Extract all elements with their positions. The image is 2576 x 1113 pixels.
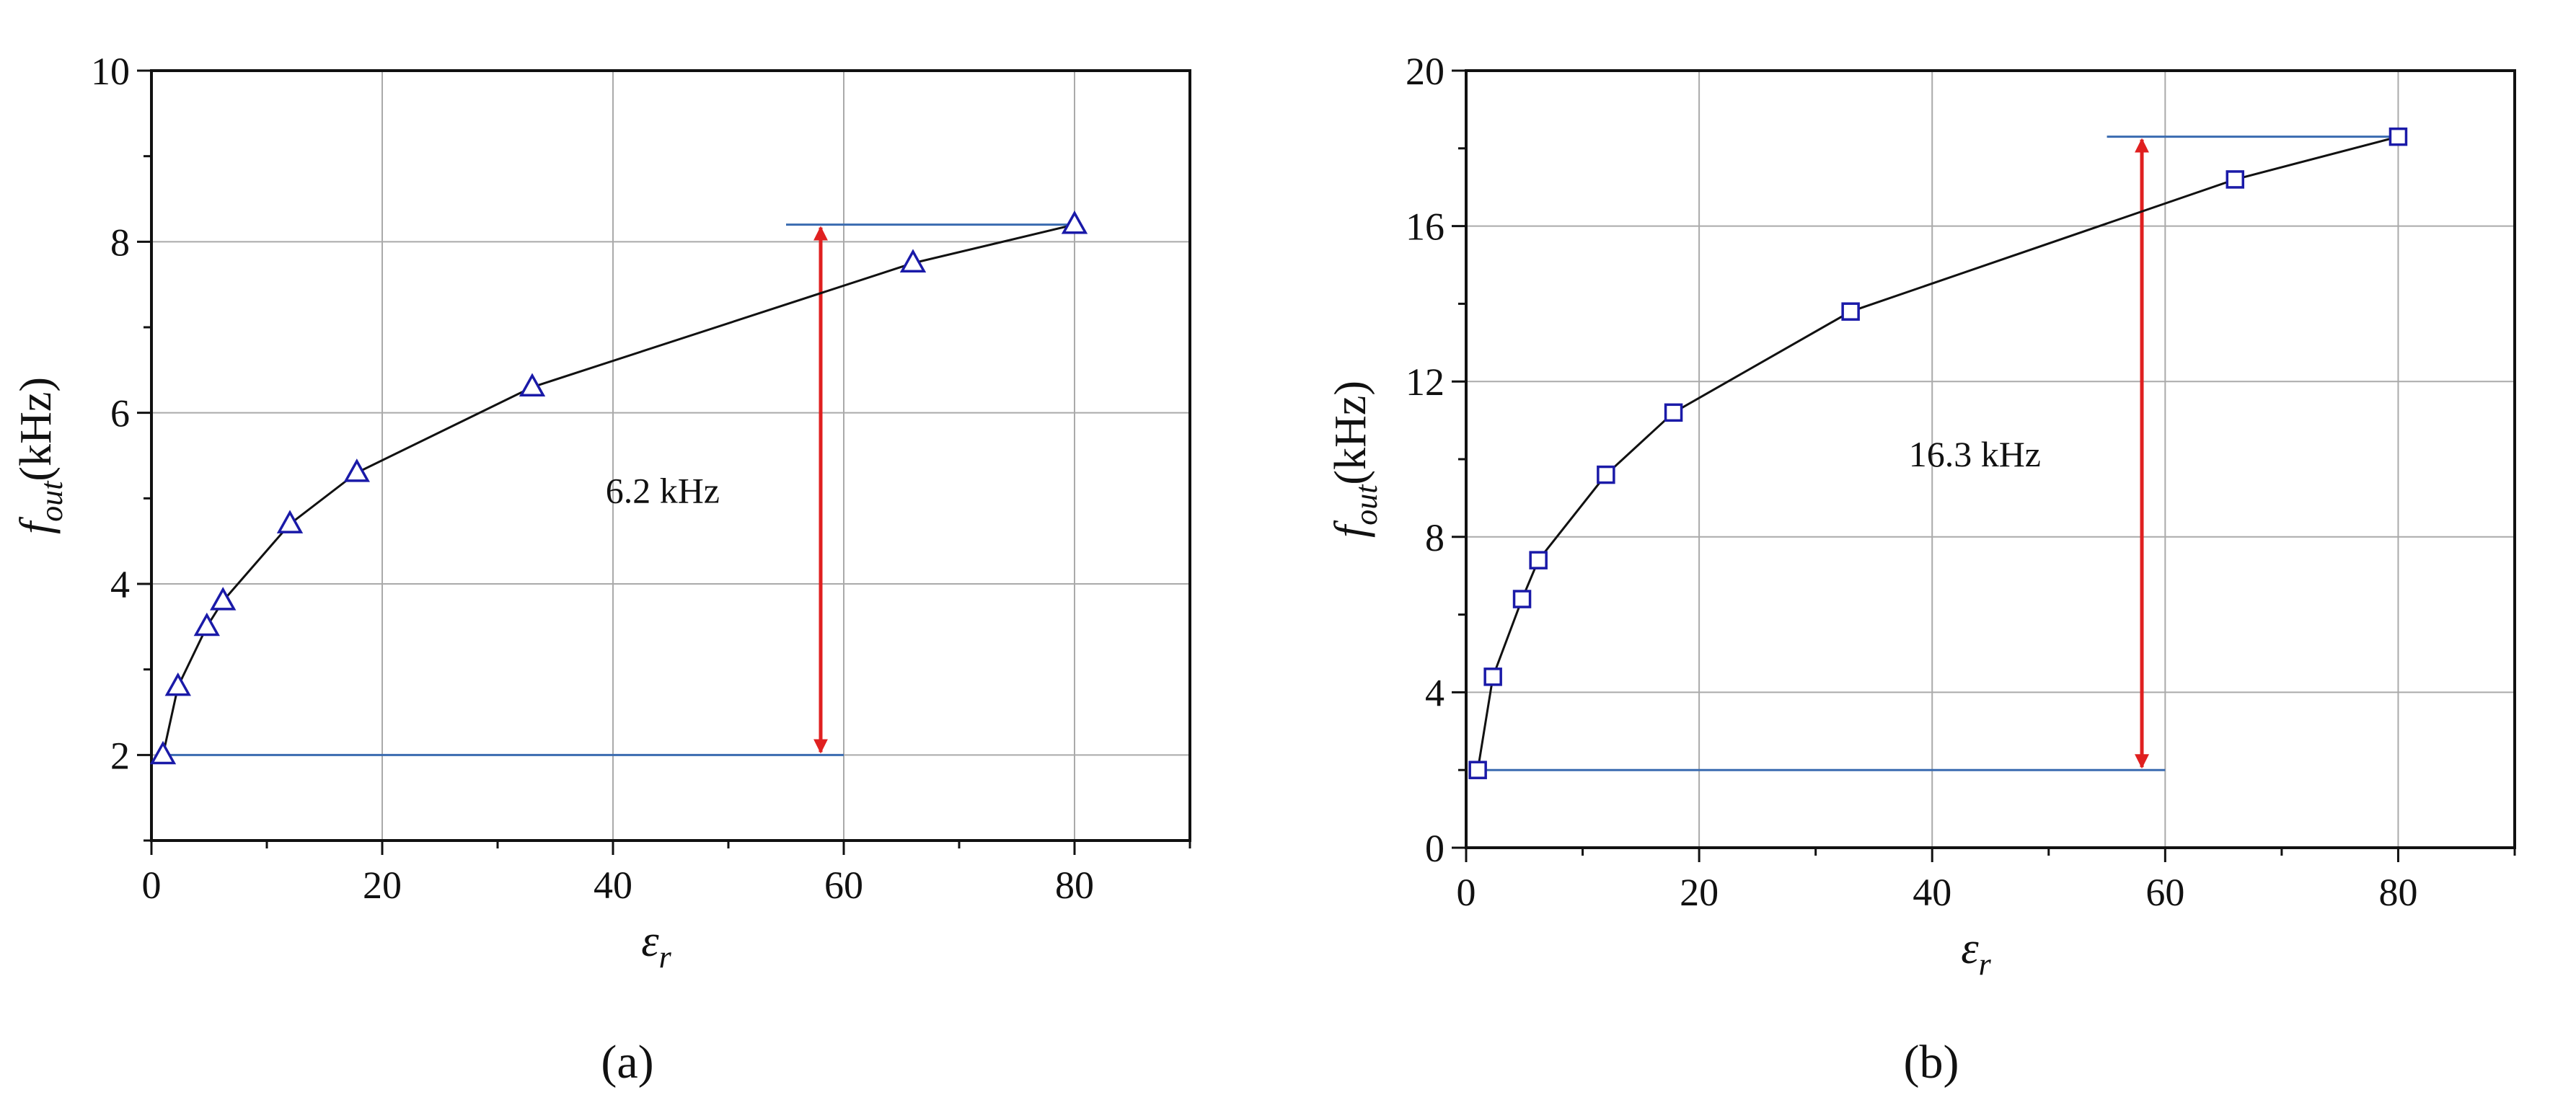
y-axis-unit: (kHz): [12, 377, 61, 482]
y-tick-label: 2: [110, 734, 130, 777]
x-tick-label: 40: [1913, 871, 1951, 914]
panel-label: (b): [1904, 1036, 1959, 1088]
data-point-triangle: [193, 612, 220, 637]
y-tick-label: 20: [1406, 50, 1444, 93]
y-tick-label: 12: [1406, 360, 1444, 404]
data-point-triangle: [899, 249, 927, 272]
y-tick-label: 4: [110, 563, 130, 606]
x-axis-title: εr: [641, 917, 671, 975]
data-point-square: [2388, 127, 2408, 146]
x-tick-label: 0: [1457, 871, 1476, 914]
data-point-triangle: [164, 672, 191, 696]
y-tick-label: 10: [91, 50, 130, 93]
data-point-triangle: [343, 458, 370, 482]
chart-panel-b: 0 20 40 60 80 0 4 8 12 16 20 16.3 kHz εr fout(kHz) (b): [1326, 50, 2516, 1088]
y-tick-label: 16: [1406, 205, 1444, 249]
x-tick-label: 80: [2378, 871, 2417, 914]
x-axis-symbol: ε: [1961, 924, 1979, 973]
y-axis-title: fout(kHz): [12, 377, 69, 534]
x-axis-title: εr: [1961, 924, 1991, 982]
x-axis-subscript: r: [659, 939, 672, 975]
data-point-square: [1483, 668, 1502, 686]
data-point-square: [2226, 170, 2245, 189]
data-point-square: [1468, 761, 1487, 779]
plot-frame: [150, 69, 1191, 842]
data-point-square: [1841, 302, 1860, 321]
x-tick-label: 0: [142, 864, 162, 907]
y-axis-subscript: out: [34, 480, 69, 522]
x-tick-label: 20: [363, 864, 402, 907]
data-point-triangle: [519, 373, 546, 397]
y-tick-label: 6: [110, 392, 130, 435]
y-tick-label: 8: [110, 221, 130, 264]
x-tick-label: 40: [594, 864, 632, 907]
x-axis-subscript: r: [1979, 946, 1992, 982]
x-tick-label: 60: [824, 864, 863, 907]
panel-label: (a): [601, 1036, 653, 1088]
data-point-square: [1512, 590, 1532, 608]
range-annotation: 6.2 kHz: [606, 470, 720, 510]
data-point-triangle: [210, 587, 237, 611]
data-point-square: [1664, 403, 1683, 422]
y-tick-label: 0: [1425, 827, 1444, 870]
data-point-triangle: [149, 740, 177, 765]
data-point-square: [1597, 465, 1615, 484]
range-annotation: 16.3 kHz: [1909, 434, 2041, 474]
y-axis-unit: (kHz): [1326, 381, 1375, 485]
y-axis-subscript: out: [1349, 484, 1384, 526]
data-point-square: [1529, 551, 1548, 569]
x-tick-label: 80: [1055, 864, 1094, 907]
data-point-triangle: [276, 510, 304, 533]
x-tick-label: 60: [2145, 871, 2184, 914]
x-axis-symbol: ε: [641, 917, 659, 966]
y-axis-title: fout(kHz): [1326, 381, 1384, 538]
y-tick-label: 8: [1425, 516, 1444, 559]
chart-panel-a: 0 20 40 60 80 2 4 6 8 10 6.2 kHz εr fout(kHz) (a): [12, 50, 1191, 1088]
x-tick-label: 20: [1680, 871, 1719, 914]
y-tick-label: 4: [1425, 671, 1444, 714]
data-point-triangle: [1061, 210, 1088, 234]
